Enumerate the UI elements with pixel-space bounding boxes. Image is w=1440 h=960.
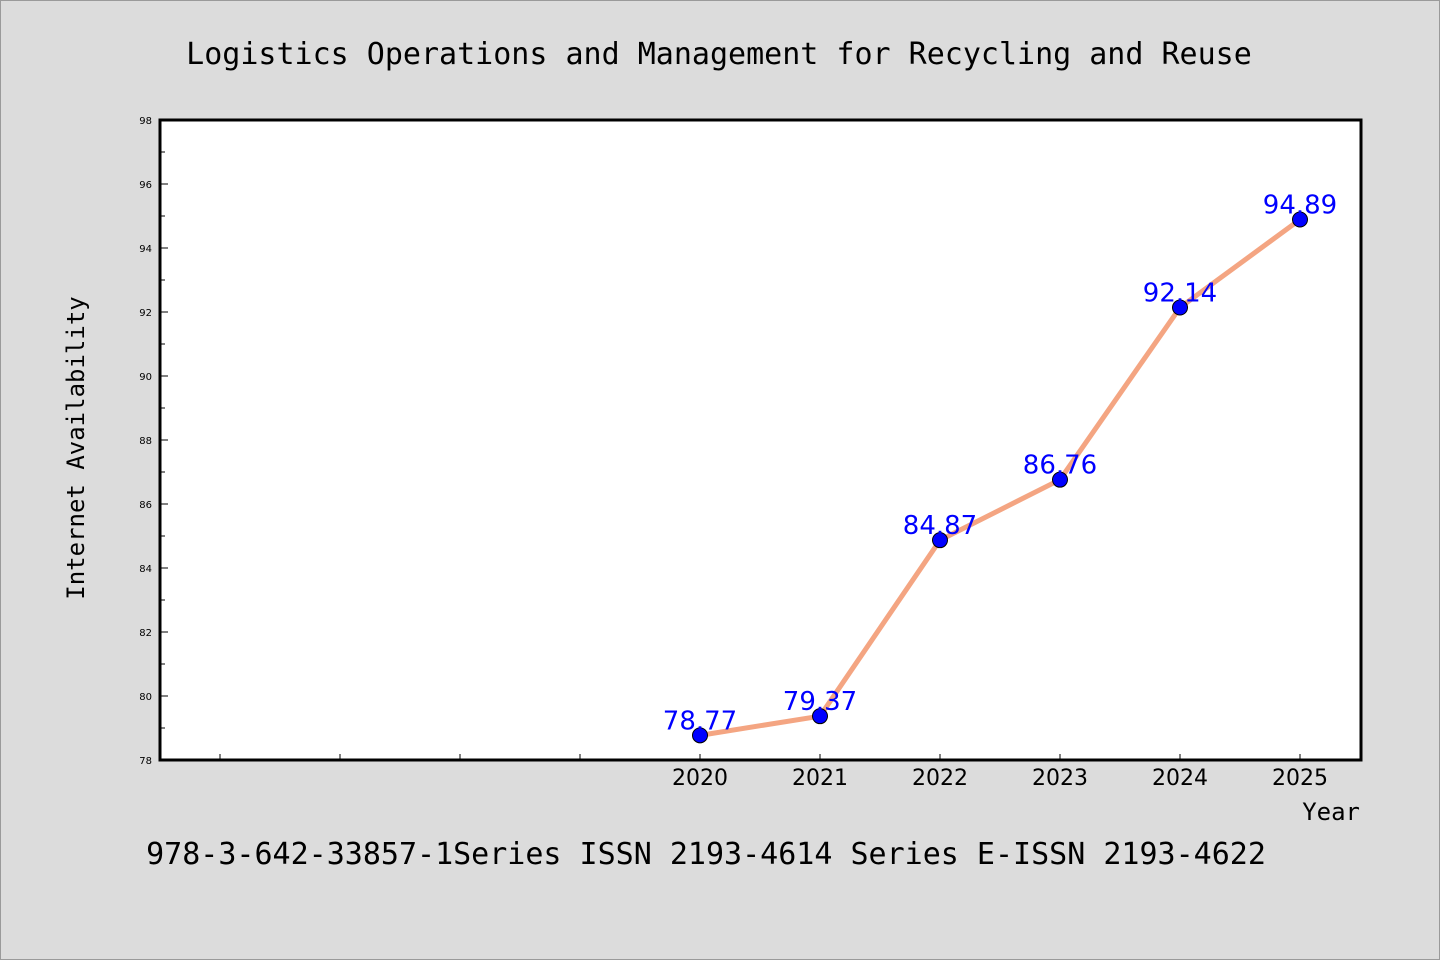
series-line [697, 217, 1303, 738]
x-axis: 2020 2021 2022 2023 2024 2025 [219, 754, 1328, 791]
data-label-layer: 78.77 79.37 84.87 86.76 92.14 94.89 [663, 191, 1337, 737]
y-tick-label: 88 [139, 436, 152, 447]
y-tick-label: 84 [139, 564, 152, 575]
plot-area [158, 118, 1363, 762]
y-axis: 78 80 82 84 86 88 90 92 94 96 98 [139, 116, 168, 767]
data-label: 79.37 [783, 687, 857, 717]
x-tick-label: 2024 [1152, 766, 1208, 791]
data-label: 78.77 [663, 706, 737, 736]
data-point-marker [932, 532, 948, 549]
data-point-marker [1052, 471, 1068, 488]
x-tick-label: 2021 [792, 766, 848, 791]
chart-title: Logistics Operations and Management for … [186, 37, 1252, 72]
footer-isbn-text: 978-3-642-33857-1Series ISSN 2193-4614 S… [146, 837, 1266, 872]
data-point-marker [1292, 211, 1308, 228]
x-tick-label: 2023 [1032, 766, 1088, 791]
marker-layer [692, 211, 1308, 744]
x-axis-label: Year [1302, 798, 1360, 826]
y-tick-label: 86 [139, 500, 152, 511]
y-tick-label: 80 [139, 692, 152, 703]
data-label: 92.14 [1143, 279, 1217, 309]
x-tick-label: 2022 [912, 766, 968, 791]
y-tick-label: 98 [139, 116, 152, 127]
y-tick-label: 82 [139, 628, 152, 639]
y-tick-label: 92 [139, 308, 152, 319]
data-label: 94.89 [1263, 191, 1337, 221]
data-point-marker [692, 727, 708, 744]
y-tick-label: 78 [139, 756, 152, 767]
y-tick-label: 96 [139, 180, 152, 191]
y-tick-label: 94 [139, 244, 152, 255]
data-point-marker [812, 708, 828, 725]
series-line-layer [697, 217, 1303, 738]
x-tick-label: 2025 [1272, 766, 1328, 791]
x-tick-label: 2020 [672, 766, 728, 791]
y-axis-label: Internet Availability [62, 296, 90, 599]
data-point-marker [1172, 299, 1188, 316]
data-label: 84.87 [903, 511, 977, 541]
y-tick-label: 90 [139, 372, 152, 383]
data-label: 86.76 [1023, 451, 1097, 481]
